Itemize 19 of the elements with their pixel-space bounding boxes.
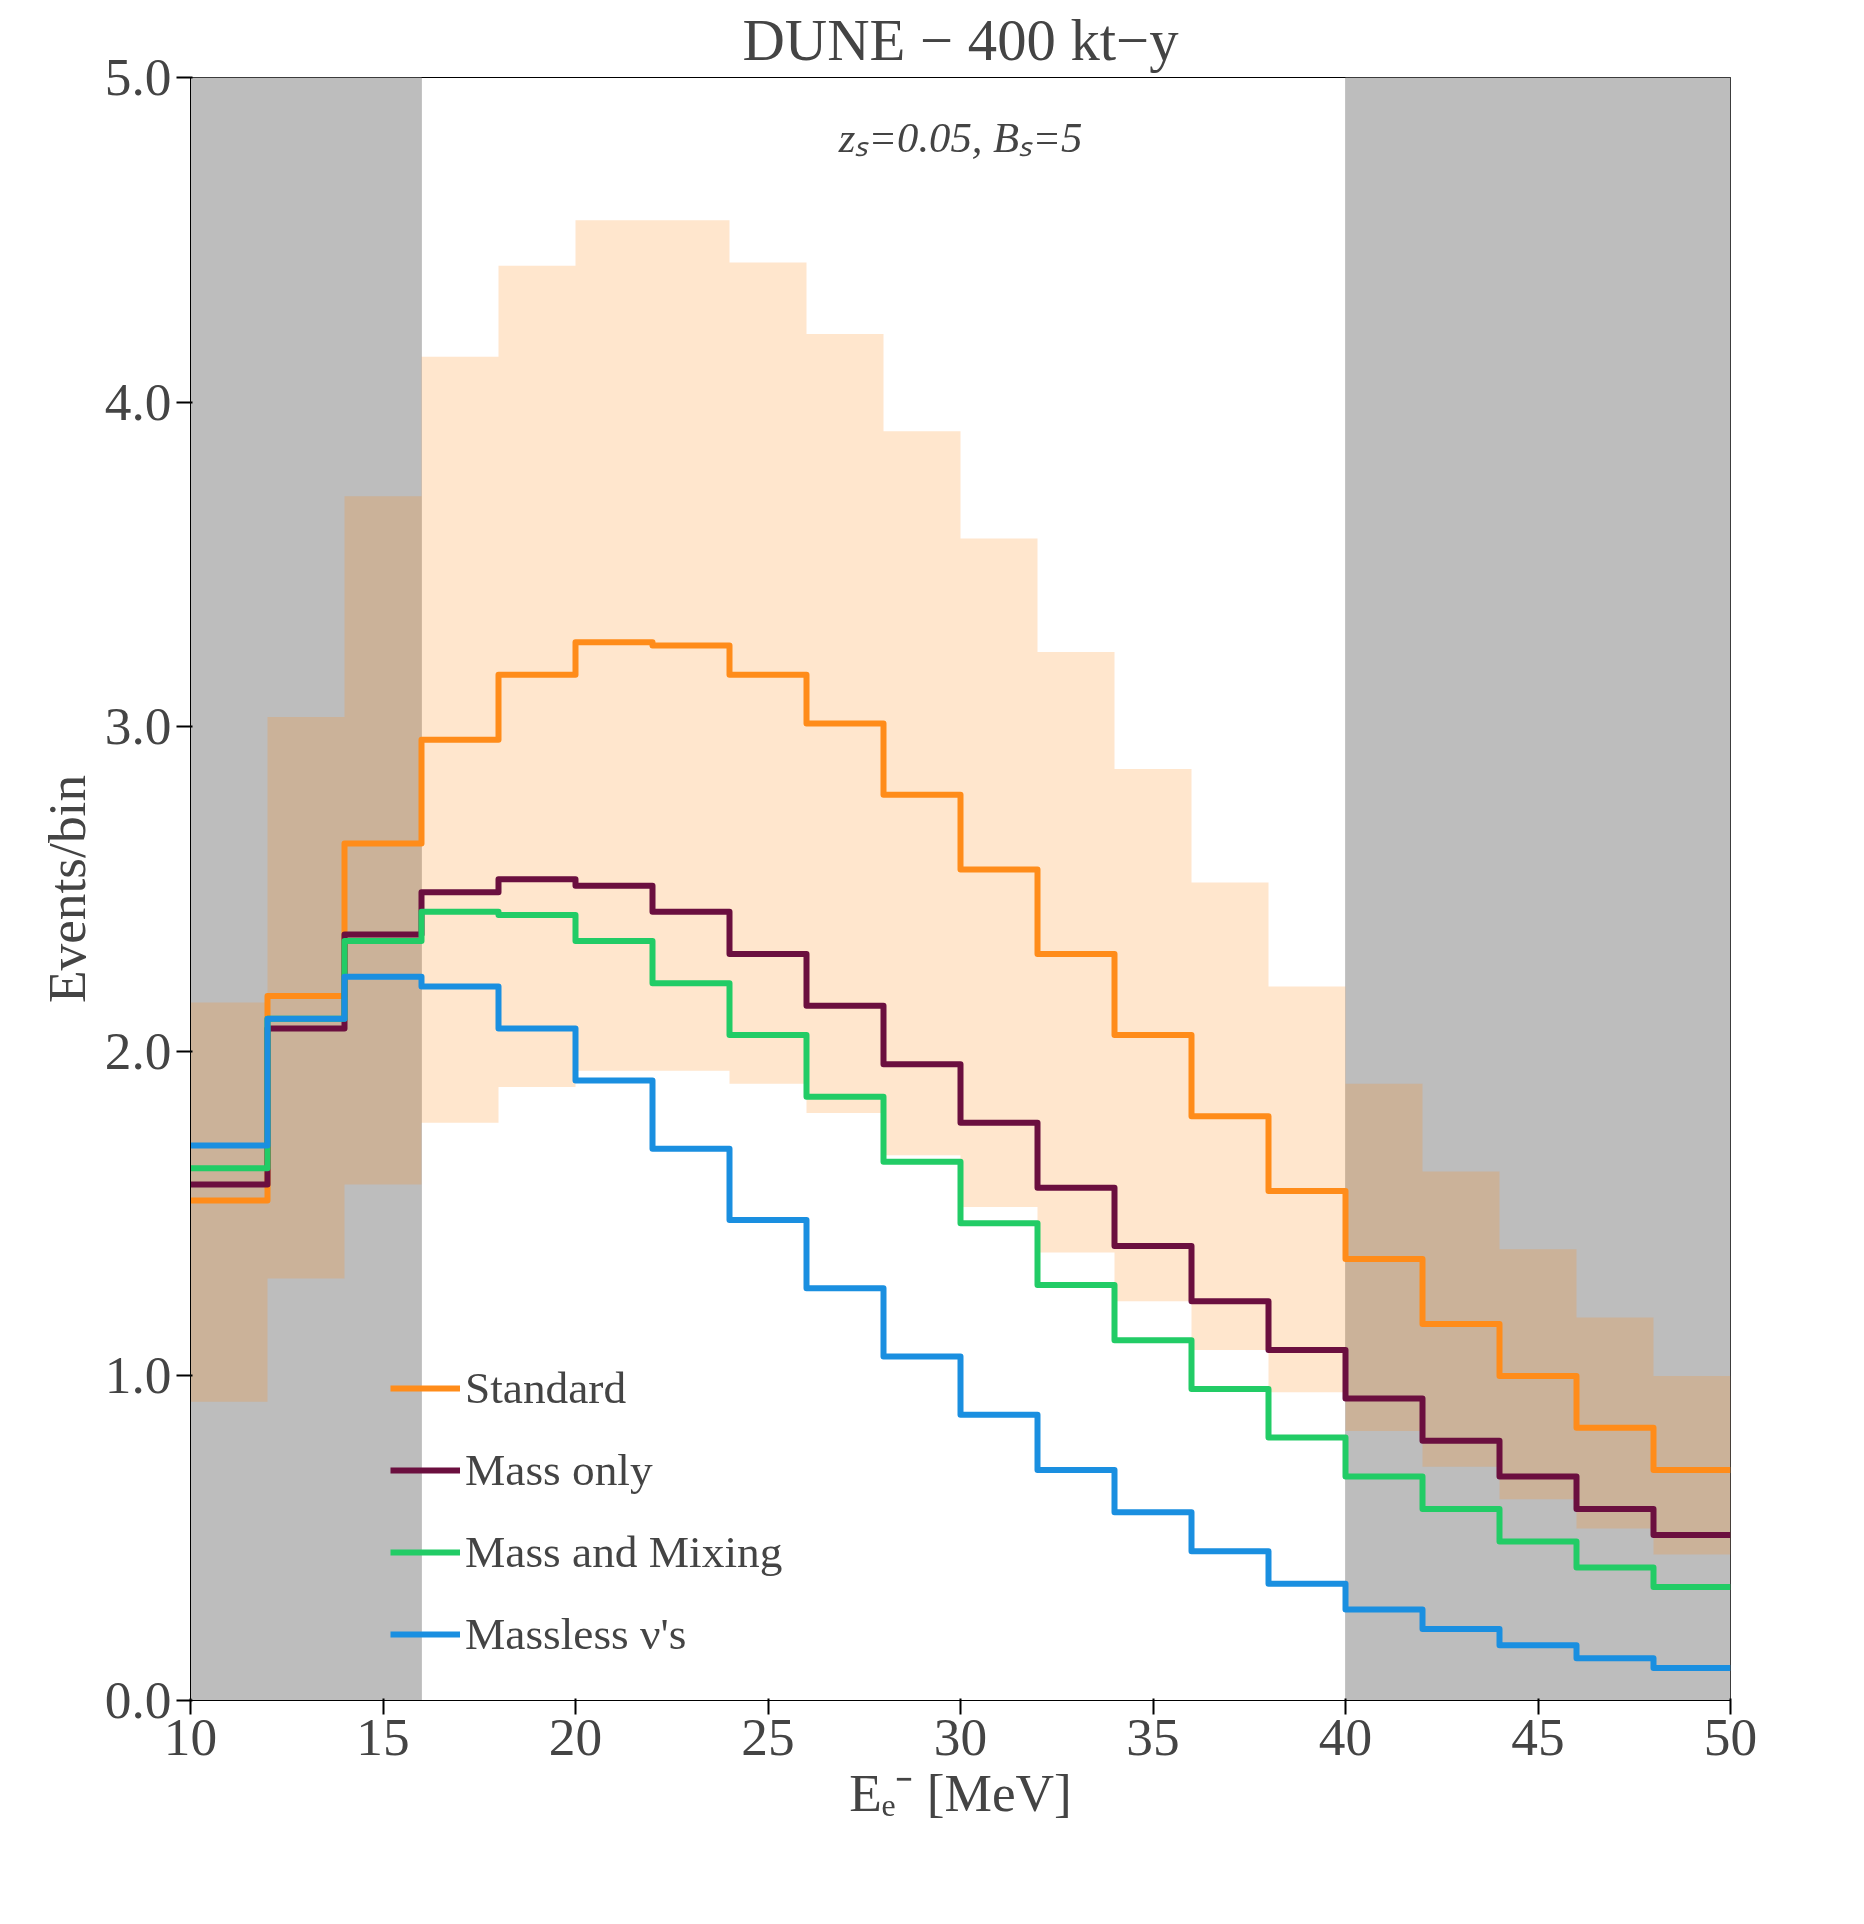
x-tick-label: 35 <box>1126 1706 1180 1767</box>
x-tick-label: 45 <box>1511 1706 1565 1767</box>
annotation: zₛ=0.05, Bₛ=5 <box>837 114 1083 161</box>
x-tick-label: 15 <box>356 1706 410 1767</box>
legend-label: Mass only <box>465 1444 653 1496</box>
chart-title: DUNE − 400 kt−y <box>742 7 1180 73</box>
legend-label: Mass and Mixing <box>465 1526 783 1578</box>
y-tick-label: 5.0 <box>104 47 172 107</box>
y-axis-title: Events/bin <box>36 774 97 1004</box>
y-tick-label: 2.0 <box>104 1020 172 1081</box>
x-tick-label: 20 <box>548 1706 603 1767</box>
legend-label: Standard <box>465 1362 627 1414</box>
y-tick-label: 1.0 <box>104 1345 172 1406</box>
x-tick-label: 40 <box>1318 1706 1373 1767</box>
x-tick-label: 25 <box>741 1706 795 1767</box>
y-tick-label: 3.0 <box>104 696 172 757</box>
x-tick-label: 50 <box>1703 1706 1758 1767</box>
y-tick-label: 4.0 <box>104 371 172 432</box>
legend-label: Massless ν's <box>465 1608 687 1660</box>
